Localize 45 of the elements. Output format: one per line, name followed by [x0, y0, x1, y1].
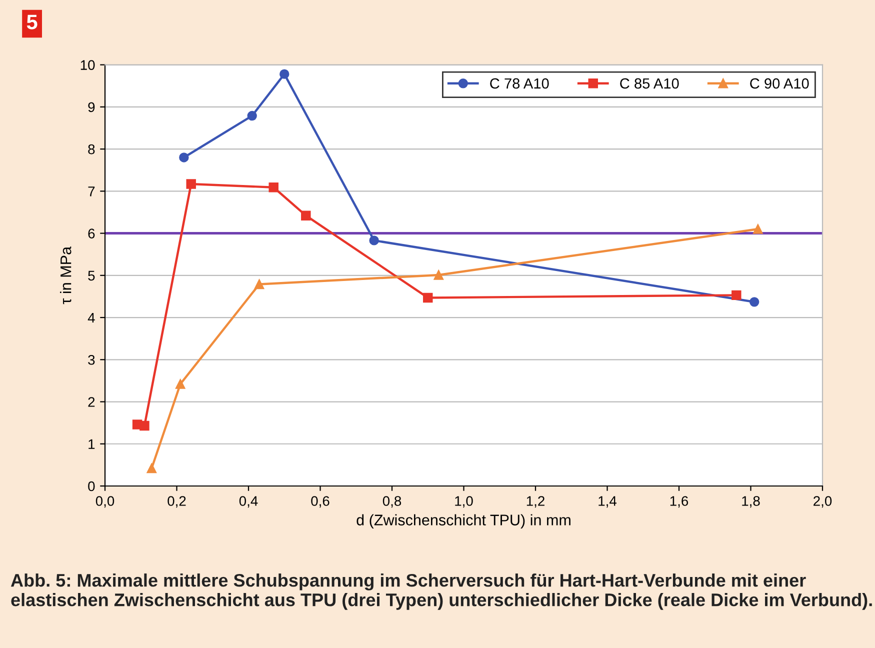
y-tick-label: 9 — [88, 102, 95, 112]
point — [369, 236, 379, 246]
caption: Abb. 5: Maximale mittlere Schubspannung im Scherversuch für Hart-Hart-Verbunde mit einer elastischen Zwischenschicht aus TPU (drei Typen) unterschiedlicher Dicke (reale Dicke im Verbund). — [10, 573, 872, 610]
y-tick-label: 3 — [88, 354, 95, 365]
point — [753, 224, 763, 234]
point — [280, 69, 290, 79]
x-tick-label: 1,4 — [598, 496, 616, 508]
point — [268, 182, 278, 192]
point — [146, 463, 156, 474]
x-tick-label: 0,2 — [168, 496, 186, 508]
x-tick-label: 0,0 — [96, 496, 114, 508]
y-tick-label: 2 — [88, 397, 95, 407]
point — [140, 420, 150, 431]
x-tick-label: 1,8 — [742, 496, 760, 508]
point — [434, 270, 444, 280]
legend-label: C 85 A10 — [620, 78, 679, 89]
point — [179, 152, 189, 162]
legend-label: C 78 A10 — [490, 78, 549, 89]
x-tick-label: 1,2 — [526, 496, 544, 508]
text: 5 — [26, 14, 38, 30]
x-tick-label: 0,6 — [311, 496, 330, 508]
y-tick-label: 10 — [80, 60, 95, 70]
y-tick-label: 5 — [88, 270, 95, 281]
y-tick-label: 0 — [88, 481, 95, 492]
point — [732, 290, 742, 300]
x-tick-label: 1,6 — [670, 496, 688, 508]
y-tick-label: 8 — [88, 144, 95, 154]
x-tick-label: 0,4 — [239, 496, 258, 508]
point — [301, 210, 311, 220]
x-tick-label: 1,0 — [455, 496, 473, 508]
x-tick-label: 0,8 — [382, 496, 402, 508]
y-tick-label: 1 — [88, 439, 95, 449]
point — [423, 292, 433, 303]
legend-label: C 90 A10 — [750, 78, 809, 89]
y-tick-label: 7 — [88, 186, 95, 196]
point — [175, 379, 186, 389]
point — [247, 110, 257, 121]
x-tick-label: 2,0 — [814, 496, 832, 508]
y-tick-label: 4 — [88, 312, 95, 323]
y-axis-title: τ in MPa — [60, 246, 72, 304]
point — [254, 279, 264, 290]
y-tick-label: 6 — [88, 228, 95, 238]
point — [749, 297, 760, 307]
x-axis-title: d (Zwischenschicht TPU) in mm — [356, 514, 570, 528]
point — [186, 179, 196, 189]
